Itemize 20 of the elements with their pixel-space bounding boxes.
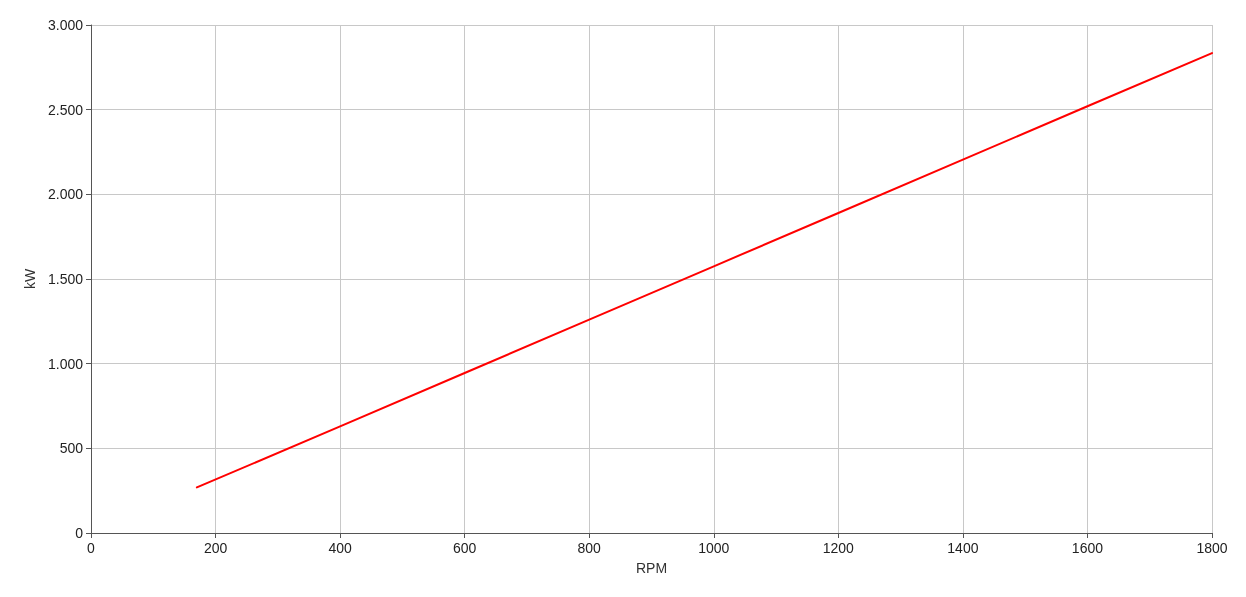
x-tick-label: 0: [87, 540, 96, 556]
line-series: [195, 52, 1213, 489]
x-tick-label: 1200: [822, 540, 855, 556]
x-tick-label: 800: [577, 540, 602, 556]
y-tick-label: 0: [75, 525, 84, 541]
y-tick-label: 2.500: [47, 101, 84, 118]
x-tick-label: 1600: [1071, 540, 1104, 556]
x-tick-label: 1400: [947, 540, 979, 556]
x-tick-label: 400: [328, 540, 352, 556]
x-axis-title: RPM: [635, 560, 668, 576]
x-tick-label: 600: [452, 540, 477, 556]
y-tick-label: 3.000: [47, 17, 84, 33]
y-axis-title: kW: [22, 268, 39, 290]
x-tick-label: 1000: [698, 540, 730, 556]
y-tick-label: 500: [59, 440, 84, 457]
y-tick-label: 1.500: [47, 271, 84, 287]
y-tick-label: 2.000: [47, 186, 84, 203]
y-tick-label: 1.000: [47, 355, 84, 372]
x-tick-label: 200: [203, 540, 228, 556]
x-tick-label: 1800: [1196, 540, 1228, 556]
